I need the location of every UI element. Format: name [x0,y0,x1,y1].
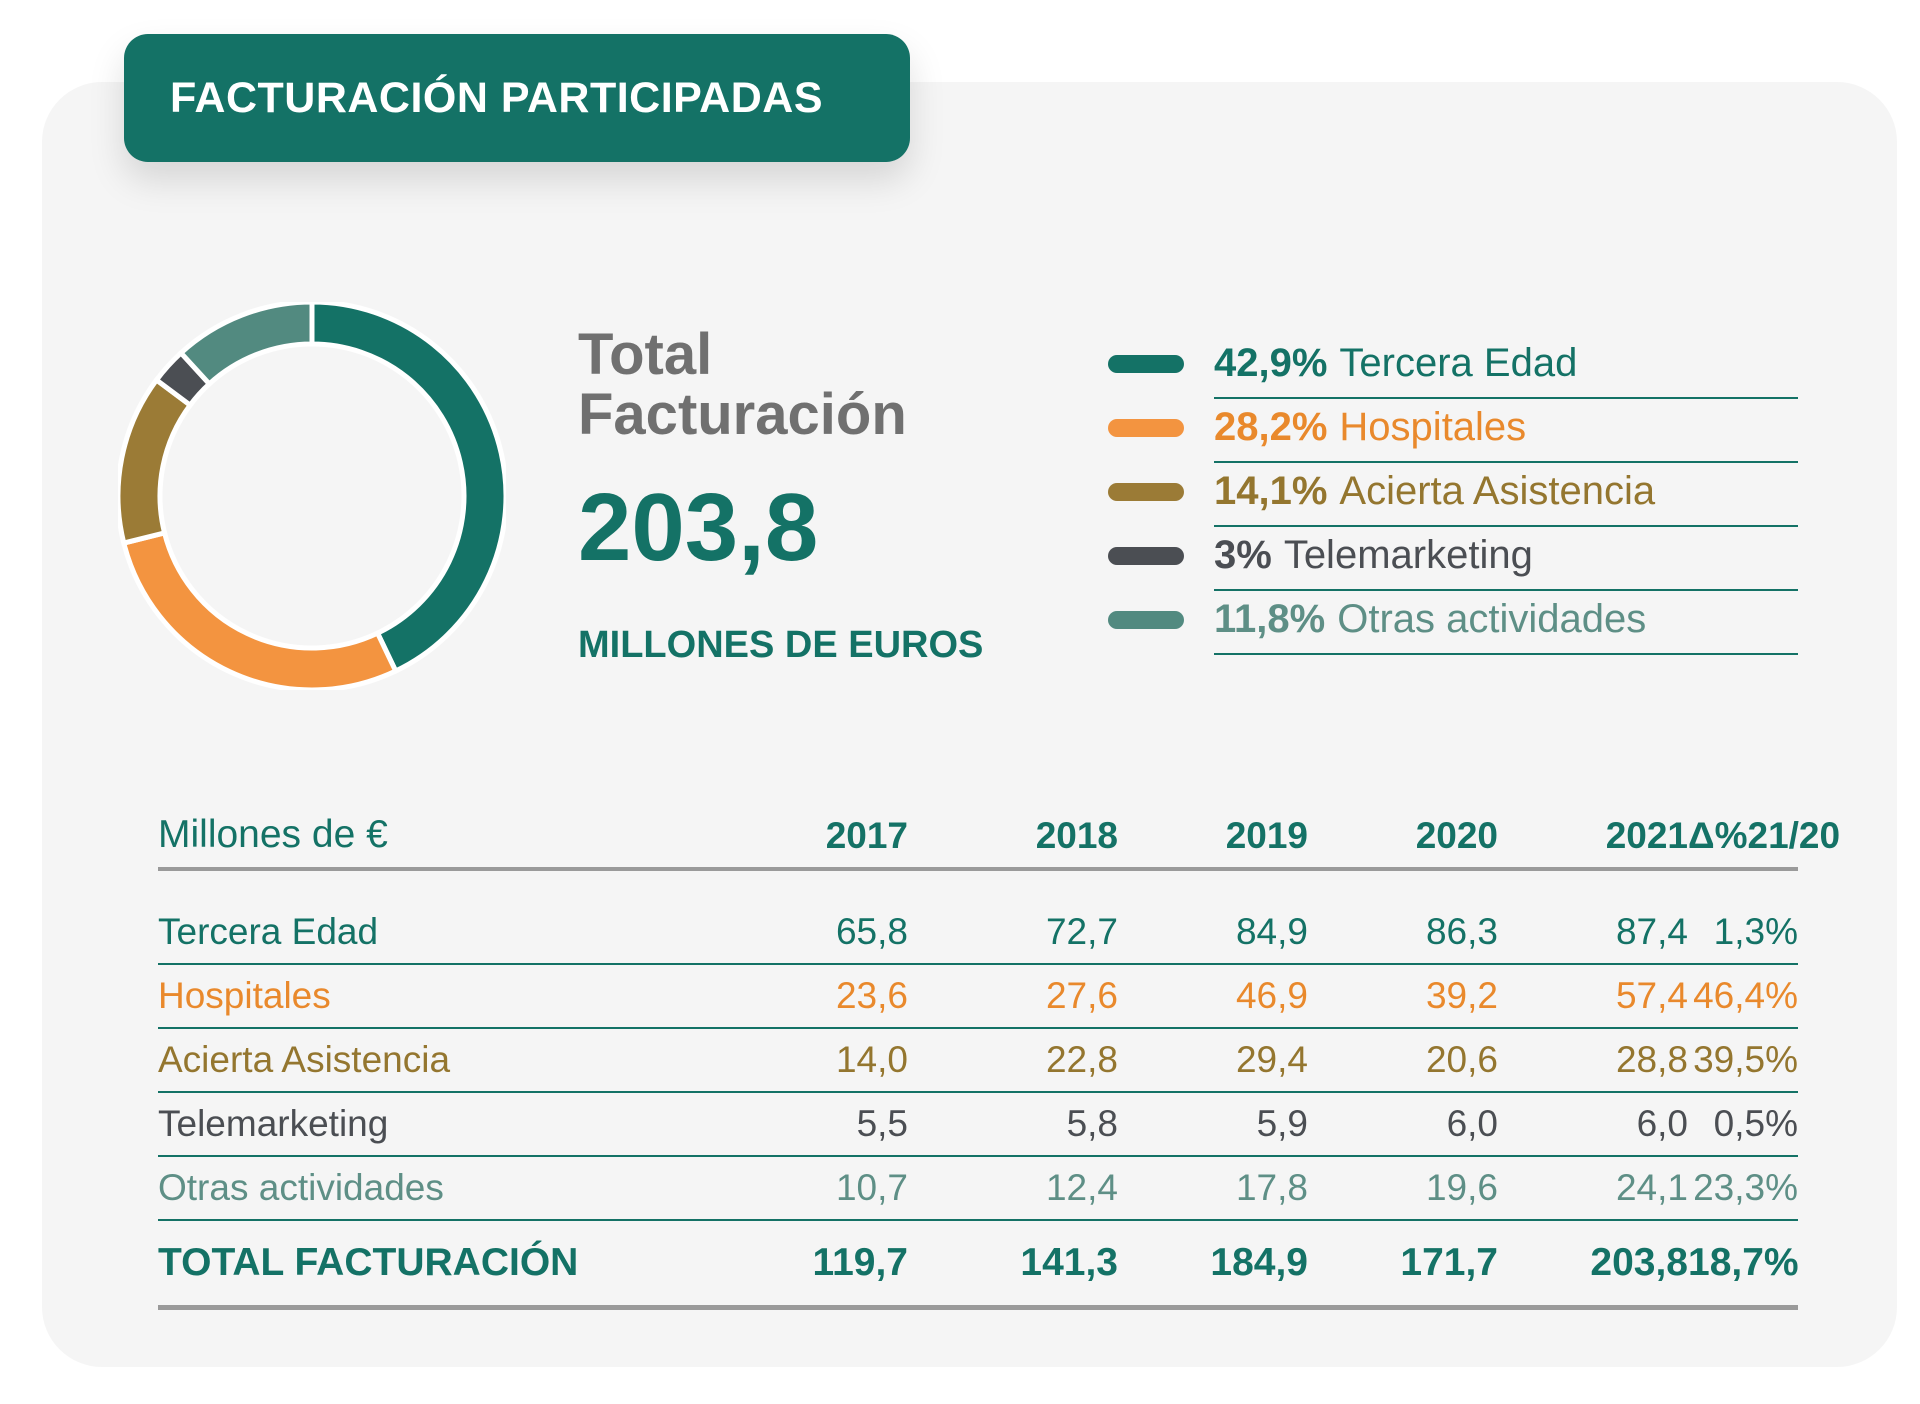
legend-item: 3% Telemarketing [1108,527,1798,591]
table-row: Hospitales 23,6 27,6 46,9 39,2 57,4 46,4% [158,964,1798,1029]
table-cell: 20,6 [1308,1028,1498,1093]
table-header-row: Millones de € 2017 2018 2019 2020 2021 Δ… [158,795,1840,871]
column-header: 2017 [678,795,908,871]
table-spacer [158,869,1798,901]
legend-text: 11,8% Otras actividades [1214,593,1798,655]
legend-text: 28,2% Hospitales [1214,401,1798,463]
table-cell: 57,4 [1498,964,1688,1029]
total-row-label: TOTAL FACTURACIÓN [158,1220,678,1310]
total-cell: 203,8 [1498,1220,1688,1310]
table-cell: 87,4 [1498,901,1688,965]
total-label: Total Facturación [578,325,907,445]
legend-percentage: 11,8% [1214,597,1326,641]
table-cell: 22,8 [908,1028,1118,1093]
table-cell: 17,8 [1118,1156,1308,1221]
table-cell: 23,6 [678,964,908,1029]
legend-label: Tercera Edad [1339,341,1578,385]
table-row: Acierta Asistencia 14,0 22,8 29,4 20,6 28,8 39… [158,1028,1798,1093]
column-header: 2021 [1498,795,1688,871]
donut-chart [118,302,506,690]
row-label: Telemarketing [158,1092,678,1157]
legend-percentage: 3% [1214,533,1272,577]
row-label: Acierta Asistencia [158,1028,678,1093]
table-row: Telemarketing 5,5 5,8 5,9 6,0 6,0 0,5% [158,1092,1798,1157]
revenue-table: Millones de € 2017 2018 2019 2020 2021 Δ… [158,795,1840,1310]
table-cell: 0,5% [1688,1092,1798,1157]
legend-text: 14,1% Acierta Asistencia [1214,465,1798,527]
table-cell: 10,7 [678,1156,908,1221]
table-cell: 46,9 [1118,964,1308,1029]
total-value: 203,8 [578,474,819,581]
legend-label: Otras actividades [1337,597,1647,641]
revenue-table-container: Millones de € 2017 2018 2019 2020 2021 Δ… [158,795,1840,1310]
column-header: 2018 [908,795,1118,871]
chart-legend: 42,9% Tercera Edad 28,2% Hospitales 14,1% A… [1108,335,1798,655]
legend-item: 14,1% Acierta Asistencia [1108,463,1798,527]
donut-slice [309,302,506,675]
table-cell: 27,6 [908,964,1118,1029]
legend-text: 42,9% Tercera Edad [1214,337,1798,399]
legend-text: 3% Telemarketing [1214,529,1798,591]
table-cell: 39,2 [1308,964,1498,1029]
row-label: Otras actividades [158,1156,678,1221]
table-cell: 46,4% [1688,964,1798,1029]
column-header: Δ%21/20 [1688,795,1840,871]
legend-item: 42,9% Tercera Edad [1108,335,1798,399]
total-cell: 18,7% [1688,1220,1799,1310]
table-cell: 28,8 [1498,1028,1688,1093]
table-cell: 23,3% [1688,1156,1798,1221]
table-cell: 6,0 [1308,1092,1498,1157]
table-cell: 24,1 [1498,1156,1688,1221]
table-cell: 39,5% [1688,1028,1798,1093]
row-label: Tercera Edad [158,901,678,965]
total-cell: 141,3 [908,1220,1118,1310]
table-cell: 19,6 [1308,1156,1498,1221]
table-row: Otras actividades 10,7 12,4 17,8 19,6 24,1 23,… [158,1156,1798,1221]
total-cell: 171,7 [1308,1220,1498,1310]
legend-swatch [1108,611,1184,629]
legend-swatch [1108,547,1184,565]
column-header: 2020 [1308,795,1498,871]
table-cell: 5,9 [1118,1092,1308,1157]
table-total-row: TOTAL FACTURACIÓN 119,7 141,3 184,9 171,7 203… [158,1220,1799,1310]
legend-swatch [1108,483,1184,501]
total-label-line1: Total [578,322,713,387]
donut-slice [120,529,400,690]
legend-swatch [1108,419,1184,437]
column-header: 2019 [1118,795,1308,871]
donut-slice [118,376,194,547]
legend-item: 28,2% Hospitales [1108,399,1798,463]
legend-percentage: 14,1% [1214,469,1328,513]
total-unit: MILLONES DE EUROS [578,624,984,666]
table-cell: 12,4 [908,1156,1118,1221]
table-cell: 5,5 [678,1092,908,1157]
page-title: FACTURACIÓN PARTICIPADAS [170,73,824,122]
total-label-line2: Facturación [578,382,907,447]
donut-slice [177,302,315,388]
row-label: Hospitales [158,964,678,1029]
legend-percentage: 28,2% [1214,405,1328,449]
table-cell: 72,7 [908,901,1118,965]
total-cell: 184,9 [1118,1220,1308,1310]
column-header: Millones de € [158,795,678,871]
table-cell: 1,3% [1688,901,1798,965]
legend-label: Hospitales [1339,405,1527,449]
legend-label: Telemarketing [1283,533,1533,577]
table-cell: 65,8 [678,901,908,965]
total-cell: 119,7 [678,1220,908,1310]
table-cell: 84,9 [1118,901,1308,965]
table-row: Tercera Edad 65,8 72,7 84,9 86,3 87,4 1,3% [158,901,1798,965]
table-cell: 5,8 [908,1092,1118,1157]
legend-percentage: 42,9% [1214,341,1328,385]
table-cell: 29,4 [1118,1028,1308,1093]
table-cell: 6,0 [1498,1092,1688,1157]
table-cell: 86,3 [1308,901,1498,965]
legend-swatch [1108,355,1184,373]
legend-item: 11,8% Otras actividades [1108,591,1798,655]
title-banner: FACTURACIÓN PARTICIPADAS [124,34,910,162]
legend-label: Acierta Asistencia [1339,469,1656,513]
table-cell: 14,0 [678,1028,908,1093]
